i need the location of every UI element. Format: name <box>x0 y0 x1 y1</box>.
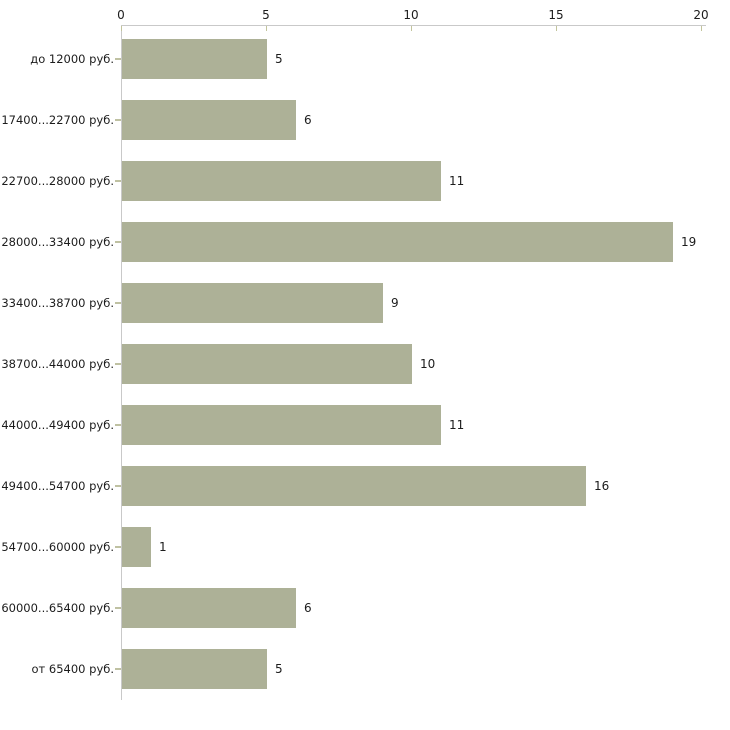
bar <box>122 283 383 323</box>
category-tick-mark <box>115 424 121 426</box>
y-axis-line <box>121 25 122 700</box>
bar <box>122 161 441 201</box>
x-tick-mark <box>556 26 557 31</box>
value-label: 6 <box>304 601 312 615</box>
category-label: 60000...65400 руб. <box>1 601 114 615</box>
category-label: 22700...28000 руб. <box>1 174 114 188</box>
value-label: 16 <box>594 479 610 493</box>
x-tick-label: 0 <box>117 8 125 22</box>
bar <box>122 588 296 628</box>
x-tick-label: 10 <box>403 8 419 22</box>
category-label: 38700...44000 руб. <box>1 357 114 371</box>
value-label: 11 <box>449 418 465 432</box>
bar <box>122 222 673 262</box>
bar-row: 28000...33400 руб. 19 <box>0 222 730 262</box>
x-tick-label: 5 <box>262 8 270 22</box>
category-tick-mark <box>115 241 121 243</box>
bar-row: 60000...65400 руб. 6 <box>0 588 730 628</box>
category-label: 17400...22700 руб. <box>1 113 114 127</box>
x-tick-mark <box>701 26 702 31</box>
value-label: 6 <box>304 113 312 127</box>
bar <box>122 466 586 506</box>
x-tick-mark <box>121 26 122 31</box>
category-label: от 65400 руб. <box>31 662 114 676</box>
bar-row: до 12000 руб. 5 <box>0 39 730 79</box>
category-label: 28000...33400 руб. <box>1 235 114 249</box>
bar <box>122 100 296 140</box>
category-tick-mark <box>115 607 121 609</box>
bar <box>122 39 267 79</box>
category-tick-mark <box>115 180 121 182</box>
category-tick-mark <box>115 58 121 60</box>
value-label: 9 <box>391 296 399 310</box>
bar-row: 33400...38700 руб. 9 <box>0 283 730 323</box>
category-label: 54700...60000 руб. <box>1 540 114 554</box>
value-label: 11 <box>449 174 465 188</box>
value-label: 5 <box>275 52 283 66</box>
bar <box>122 344 412 384</box>
category-tick-mark <box>115 546 121 548</box>
value-label: 1 <box>159 540 167 554</box>
category-label: до 12000 руб. <box>30 52 114 66</box>
x-tick-mark <box>411 26 412 31</box>
x-tick-label: 20 <box>693 8 709 22</box>
category-tick-mark <box>115 119 121 121</box>
category-tick-mark <box>115 302 121 304</box>
bar-row: 44000...49400 руб. 11 <box>0 405 730 445</box>
category-label: 33400...38700 руб. <box>1 296 114 310</box>
category-label: 49400...54700 руб. <box>1 479 114 493</box>
bar-row: 54700...60000 руб. 1 <box>0 527 730 567</box>
value-label: 19 <box>681 235 697 249</box>
bar-row: от 65400 руб. 5 <box>0 649 730 689</box>
category-tick-mark <box>115 668 121 670</box>
bar <box>122 405 441 445</box>
x-tick-mark <box>266 26 267 31</box>
x-tick-label: 15 <box>548 8 564 22</box>
value-label: 5 <box>275 662 283 676</box>
bar-row: 17400...22700 руб. 6 <box>0 100 730 140</box>
bar-row: 38700...44000 руб. 10 <box>0 344 730 384</box>
bar <box>122 649 267 689</box>
category-tick-mark <box>115 363 121 365</box>
bar-row: 22700...28000 руб. 11 <box>0 161 730 201</box>
category-label: 44000...49400 руб. <box>1 418 114 432</box>
value-label: 10 <box>420 357 436 371</box>
bar <box>122 527 151 567</box>
x-axis-line <box>121 25 706 26</box>
category-tick-mark <box>115 485 121 487</box>
bar-row: 49400...54700 руб. 16 <box>0 466 730 506</box>
